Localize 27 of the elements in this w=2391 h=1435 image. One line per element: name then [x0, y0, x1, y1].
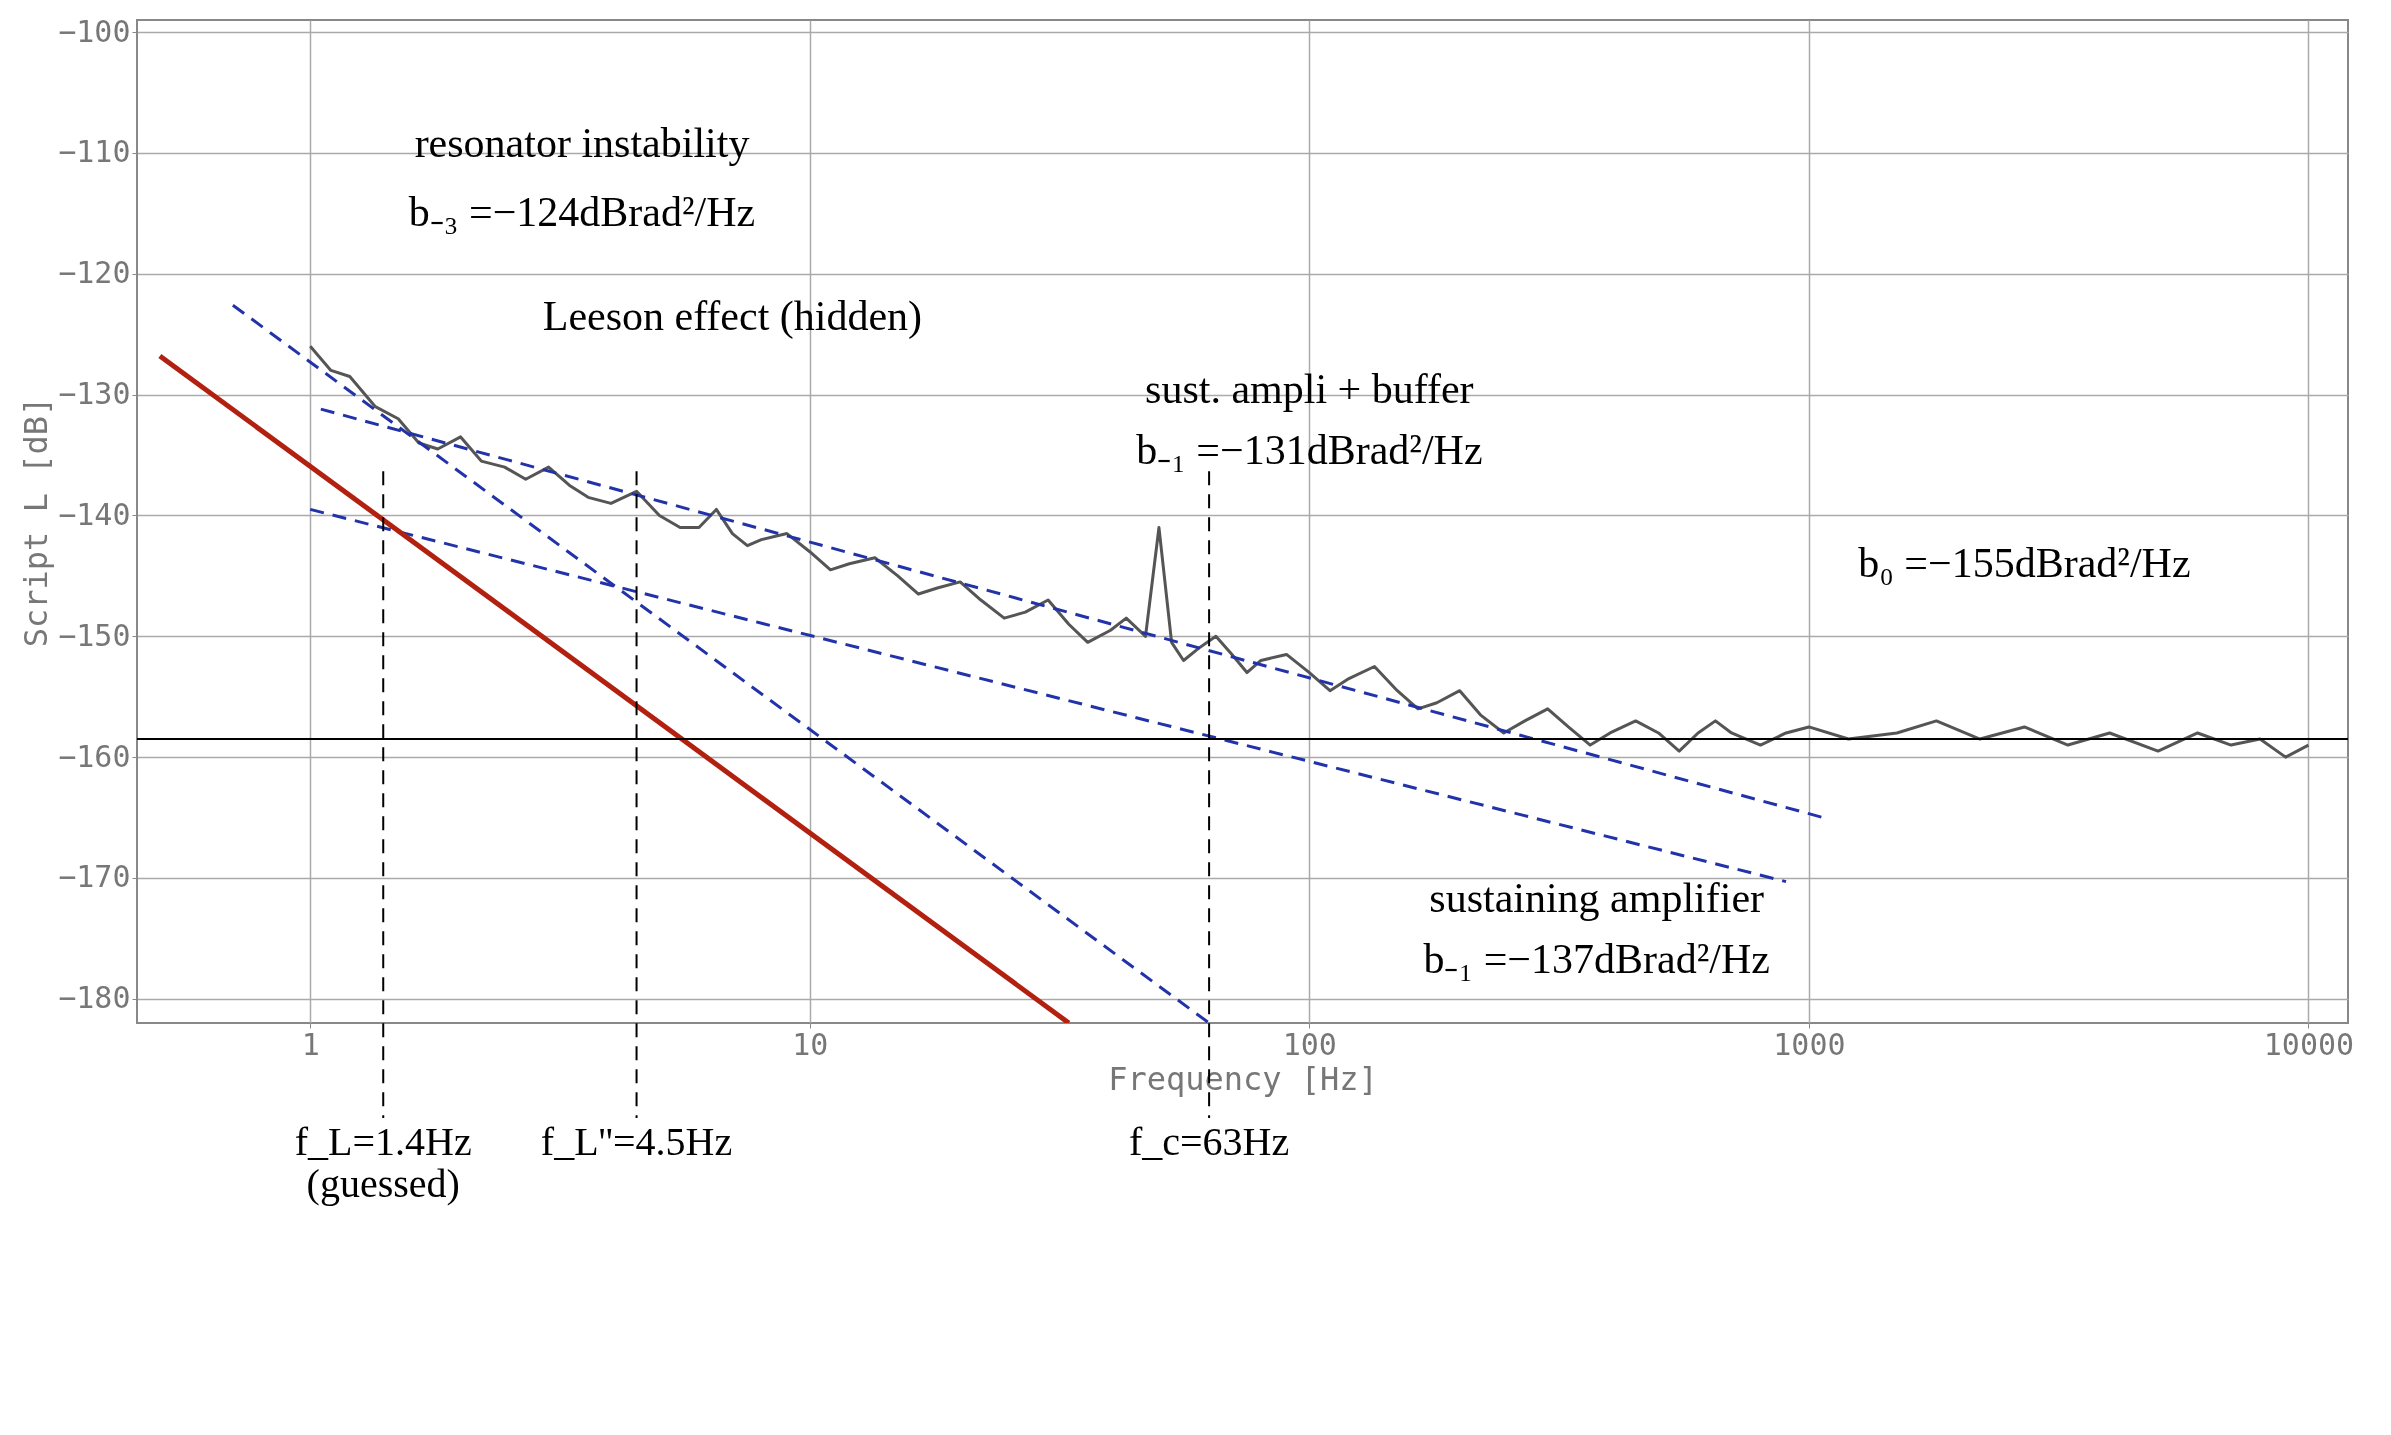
y-tick-label: −170 [58, 859, 131, 895]
x-tick-label: 10000 [2263, 1026, 2355, 1062]
y-tick-label: −110 [58, 134, 131, 170]
y-tick-label: −160 [58, 738, 131, 774]
annotation: Leeson effect (hidden) [542, 293, 923, 341]
y-tick-label: −130 [58, 376, 131, 412]
annotation: b₋₃ =−124dBrad²/Hz [408, 189, 756, 236]
annotation: resonator instability [414, 120, 750, 167]
x-tick-label: 100 [1282, 1026, 1337, 1062]
x-tick-label: 1 [301, 1026, 320, 1062]
y-tick-label: −120 [58, 255, 131, 291]
y-tick-label: −100 [58, 13, 131, 49]
y-axis-title: Script L [dB] [17, 396, 56, 648]
ref-line-label: f_L=1.4Hz (guessed) [294, 1119, 472, 1206]
ref-line-label: f_c=63Hz [1128, 1119, 1290, 1164]
annotation: sustaining amplifier [1429, 874, 1765, 921]
y-tick-label: −180 [58, 980, 131, 1016]
y-tick-label: −150 [58, 617, 131, 653]
x-axis-title: Frequency [Hz] [1108, 1059, 1378, 1098]
y-tick-label: −140 [58, 496, 131, 532]
annotation: b₋₁ =−131dBrad²/Hz [1136, 427, 1483, 474]
ref-line-label: f_L''=4.5Hz [540, 1119, 733, 1164]
annotation: b₀ =−155dBrad²/Hz [1858, 539, 2191, 586]
x-tick-label: 1000 [1773, 1026, 1846, 1062]
annotation: b₋₁ =−137dBrad²/Hz [1423, 936, 1770, 983]
annotation: sust. ampli + buffer [1145, 365, 1474, 412]
x-tick-label: 10 [792, 1026, 829, 1062]
